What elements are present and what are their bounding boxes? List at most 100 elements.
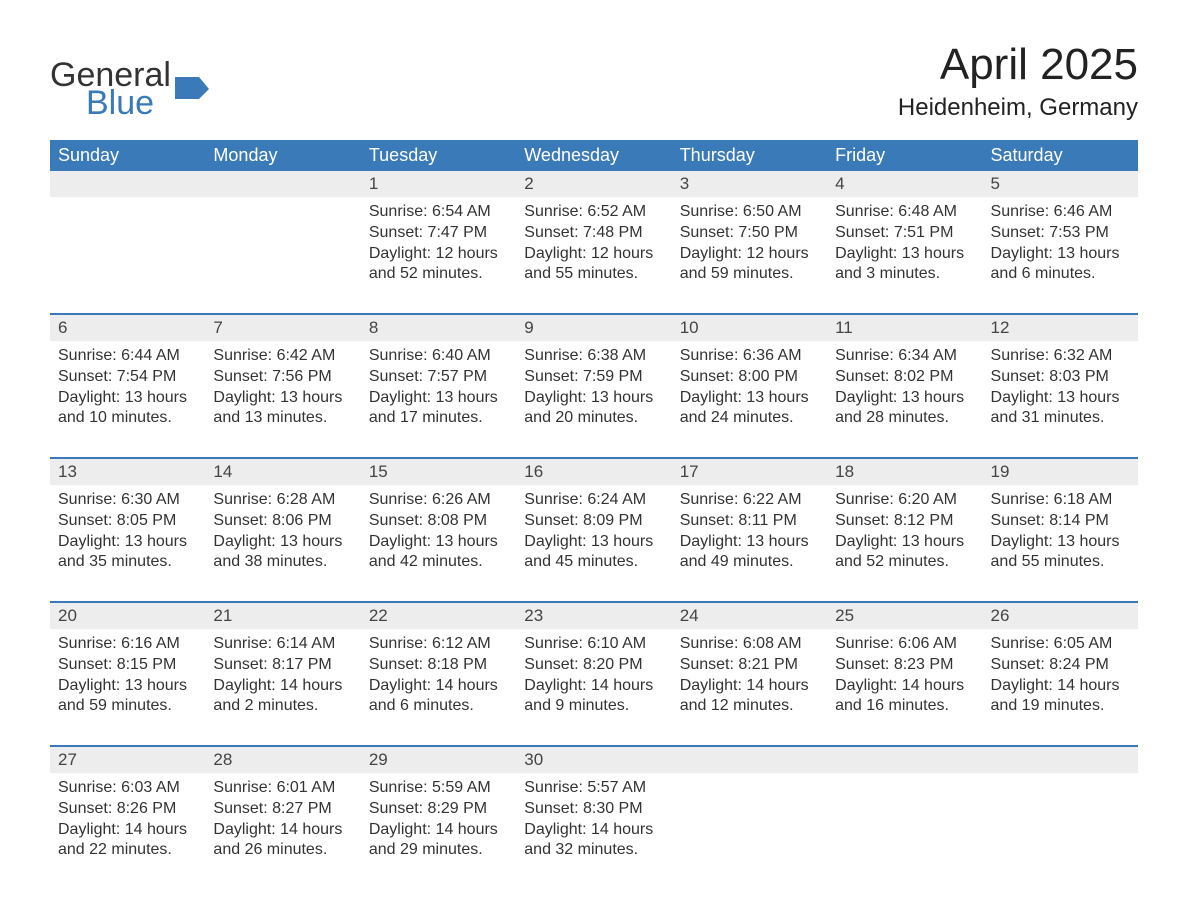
day-data: Sunrise: 6:05 AMSunset: 8:24 PMDaylight:… [983,629,1138,717]
day-data: Sunrise: 6:30 AMSunset: 8:05 PMDaylight:… [50,485,205,573]
sunset-text: Sunset: 7:53 PM [991,223,1130,244]
week-row: 6Sunrise: 6:44 AMSunset: 7:54 PMDaylight… [50,313,1138,443]
sunset-text: Sunset: 8:23 PM [835,655,974,676]
dow-cell: Wednesday [516,140,671,171]
daylight-text: Daylight: 14 hours and 29 minutes. [369,820,508,862]
daylight-text: Daylight: 13 hours and 55 minutes. [991,532,1130,574]
day-cell [983,747,1138,875]
daylight-text: Daylight: 14 hours and 32 minutes. [524,820,663,862]
day-cell: 19Sunrise: 6:18 AMSunset: 8:14 PMDayligh… [983,459,1138,587]
week-row: 20Sunrise: 6:16 AMSunset: 8:15 PMDayligh… [50,601,1138,731]
day-cell: 6Sunrise: 6:44 AMSunset: 7:54 PMDaylight… [50,315,205,443]
sunset-text: Sunset: 7:47 PM [369,223,508,244]
daylight-text: Daylight: 13 hours and 52 minutes. [835,532,974,574]
sunset-text: Sunset: 8:08 PM [369,511,508,532]
day-data: Sunrise: 6:01 AMSunset: 8:27 PMDaylight:… [205,773,360,861]
day-cell [672,747,827,875]
sunset-text: Sunset: 8:24 PM [991,655,1130,676]
daylight-text: Daylight: 14 hours and 19 minutes. [991,676,1130,718]
daylight-text: Daylight: 13 hours and 28 minutes. [835,388,974,430]
sunrise-text: Sunrise: 6:20 AM [835,490,974,511]
day-data: Sunrise: 6:44 AMSunset: 7:54 PMDaylight:… [50,341,205,429]
day-number: 3 [672,171,827,197]
sunrise-text: Sunrise: 6:01 AM [213,778,352,799]
day-number: 15 [361,459,516,485]
day-data: Sunrise: 6:06 AMSunset: 8:23 PMDaylight:… [827,629,982,717]
daylight-text: Daylight: 13 hours and 24 minutes. [680,388,819,430]
sunset-text: Sunset: 7:54 PM [58,367,197,388]
day-number: 16 [516,459,671,485]
day-cell: 5Sunrise: 6:46 AMSunset: 7:53 PMDaylight… [983,171,1138,299]
sunset-text: Sunset: 8:26 PM [58,799,197,820]
day-cell: 30Sunrise: 5:57 AMSunset: 8:30 PMDayligh… [516,747,671,875]
dow-cell: Saturday [983,140,1138,171]
day-data: Sunrise: 6:46 AMSunset: 7:53 PMDaylight:… [983,197,1138,285]
sunrise-text: Sunrise: 6:06 AM [835,634,974,655]
day-data: Sunrise: 6:36 AMSunset: 8:00 PMDaylight:… [672,341,827,429]
daylight-text: Daylight: 12 hours and 52 minutes. [369,244,508,286]
day-number: 21 [205,603,360,629]
day-data: Sunrise: 6:34 AMSunset: 8:02 PMDaylight:… [827,341,982,429]
day-data: Sunrise: 6:14 AMSunset: 8:17 PMDaylight:… [205,629,360,717]
sunrise-text: Sunrise: 6:30 AM [58,490,197,511]
sunrise-text: Sunrise: 6:46 AM [991,202,1130,223]
day-data: Sunrise: 5:57 AMSunset: 8:30 PMDaylight:… [516,773,671,861]
day-cell [205,171,360,299]
sunrise-text: Sunrise: 6:44 AM [58,346,197,367]
day-data: Sunrise: 6:22 AMSunset: 8:11 PMDaylight:… [672,485,827,573]
sunrise-text: Sunrise: 6:12 AM [369,634,508,655]
daylight-text: Daylight: 13 hours and 49 minutes. [680,532,819,574]
sunrise-text: Sunrise: 6:16 AM [58,634,197,655]
sunset-text: Sunset: 8:05 PM [58,511,197,532]
day-cell: 24Sunrise: 6:08 AMSunset: 8:21 PMDayligh… [672,603,827,731]
daylight-text: Daylight: 13 hours and 45 minutes. [524,532,663,574]
sunrise-text: Sunrise: 6:05 AM [991,634,1130,655]
day-cell: 7Sunrise: 6:42 AMSunset: 7:56 PMDaylight… [205,315,360,443]
day-cell [827,747,982,875]
sunrise-text: Sunrise: 6:54 AM [369,202,508,223]
daylight-text: Daylight: 13 hours and 59 minutes. [58,676,197,718]
sunset-text: Sunset: 8:18 PM [369,655,508,676]
day-data: Sunrise: 6:03 AMSunset: 8:26 PMDaylight:… [50,773,205,861]
day-data: Sunrise: 6:54 AMSunset: 7:47 PMDaylight:… [361,197,516,285]
day-number: 14 [205,459,360,485]
sunset-text: Sunset: 8:03 PM [991,367,1130,388]
sunset-text: Sunset: 7:57 PM [369,367,508,388]
day-cell: 29Sunrise: 5:59 AMSunset: 8:29 PMDayligh… [361,747,516,875]
sunset-text: Sunset: 8:29 PM [369,799,508,820]
day-data: Sunrise: 6:50 AMSunset: 7:50 PMDaylight:… [672,197,827,285]
sunrise-text: Sunrise: 6:38 AM [524,346,663,367]
day-cell [50,171,205,299]
day-cell: 16Sunrise: 6:24 AMSunset: 8:09 PMDayligh… [516,459,671,587]
day-data: Sunrise: 6:28 AMSunset: 8:06 PMDaylight:… [205,485,360,573]
header: General Blue April 2025 Heidenheim, Germ… [50,40,1138,122]
day-cell: 9Sunrise: 6:38 AMSunset: 7:59 PMDaylight… [516,315,671,443]
daylight-text: Daylight: 13 hours and 31 minutes. [991,388,1130,430]
sunset-text: Sunset: 7:50 PM [680,223,819,244]
day-data: Sunrise: 6:38 AMSunset: 7:59 PMDaylight:… [516,341,671,429]
day-data: Sunrise: 6:20 AMSunset: 8:12 PMDaylight:… [827,485,982,573]
sunset-text: Sunset: 8:09 PM [524,511,663,532]
day-number: 2 [516,171,671,197]
daylight-text: Daylight: 14 hours and 12 minutes. [680,676,819,718]
dow-cell: Thursday [672,140,827,171]
day-number [205,171,360,197]
sunset-text: Sunset: 8:30 PM [524,799,663,820]
day-cell: 17Sunrise: 6:22 AMSunset: 8:11 PMDayligh… [672,459,827,587]
sunrise-text: Sunrise: 6:48 AM [835,202,974,223]
day-number: 5 [983,171,1138,197]
sunrise-text: Sunrise: 6:34 AM [835,346,974,367]
day-number [983,747,1138,773]
week-row: 13Sunrise: 6:30 AMSunset: 8:05 PMDayligh… [50,457,1138,587]
sunset-text: Sunset: 8:12 PM [835,511,974,532]
sunset-text: Sunset: 8:02 PM [835,367,974,388]
sunset-text: Sunset: 7:56 PM [213,367,352,388]
day-number: 23 [516,603,671,629]
dow-cell: Tuesday [361,140,516,171]
sunrise-text: Sunrise: 6:36 AM [680,346,819,367]
day-number: 26 [983,603,1138,629]
daylight-text: Daylight: 13 hours and 20 minutes. [524,388,663,430]
sunrise-text: Sunrise: 6:10 AM [524,634,663,655]
day-data: Sunrise: 6:52 AMSunset: 7:48 PMDaylight:… [516,197,671,285]
daylight-text: Daylight: 13 hours and 17 minutes. [369,388,508,430]
